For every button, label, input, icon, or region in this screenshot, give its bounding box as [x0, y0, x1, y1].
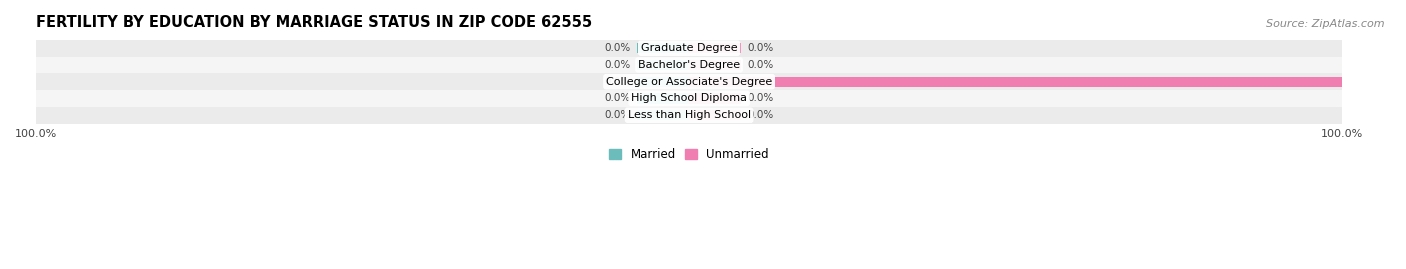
Text: 0.0%: 0.0%: [748, 43, 775, 53]
Text: 0.0%: 0.0%: [605, 110, 630, 120]
Text: 0.0%: 0.0%: [605, 43, 630, 53]
Text: 0.0%: 0.0%: [748, 110, 775, 120]
Legend: Married, Unmarried: Married, Unmarried: [606, 145, 772, 165]
Bar: [637, 76, 689, 87]
Text: Graduate Degree: Graduate Degree: [641, 43, 737, 53]
Text: 0.0%: 0.0%: [605, 93, 630, 104]
Bar: [637, 93, 689, 104]
Bar: [37, 56, 1343, 73]
Bar: [637, 43, 689, 53]
Text: 100.0%: 100.0%: [1348, 77, 1392, 87]
Text: 0.0%: 0.0%: [748, 60, 775, 70]
Bar: [37, 90, 1343, 107]
Bar: [689, 93, 741, 104]
Text: High School Diploma: High School Diploma: [631, 93, 747, 104]
Bar: [689, 43, 741, 53]
Text: 0.0%: 0.0%: [605, 77, 630, 87]
Bar: [689, 110, 741, 121]
Bar: [689, 60, 741, 70]
Text: FERTILITY BY EDUCATION BY MARRIAGE STATUS IN ZIP CODE 62555: FERTILITY BY EDUCATION BY MARRIAGE STATU…: [37, 15, 592, 30]
Text: Less than High School: Less than High School: [627, 110, 751, 120]
Text: College or Associate's Degree: College or Associate's Degree: [606, 77, 772, 87]
Bar: [637, 60, 689, 70]
Text: Bachelor's Degree: Bachelor's Degree: [638, 60, 740, 70]
Text: Source: ZipAtlas.com: Source: ZipAtlas.com: [1267, 19, 1385, 29]
Bar: [37, 40, 1343, 56]
Bar: [37, 107, 1343, 124]
Bar: [689, 76, 1343, 87]
Bar: [37, 73, 1343, 90]
Text: 0.0%: 0.0%: [748, 93, 775, 104]
Text: 0.0%: 0.0%: [605, 60, 630, 70]
Bar: [637, 110, 689, 121]
